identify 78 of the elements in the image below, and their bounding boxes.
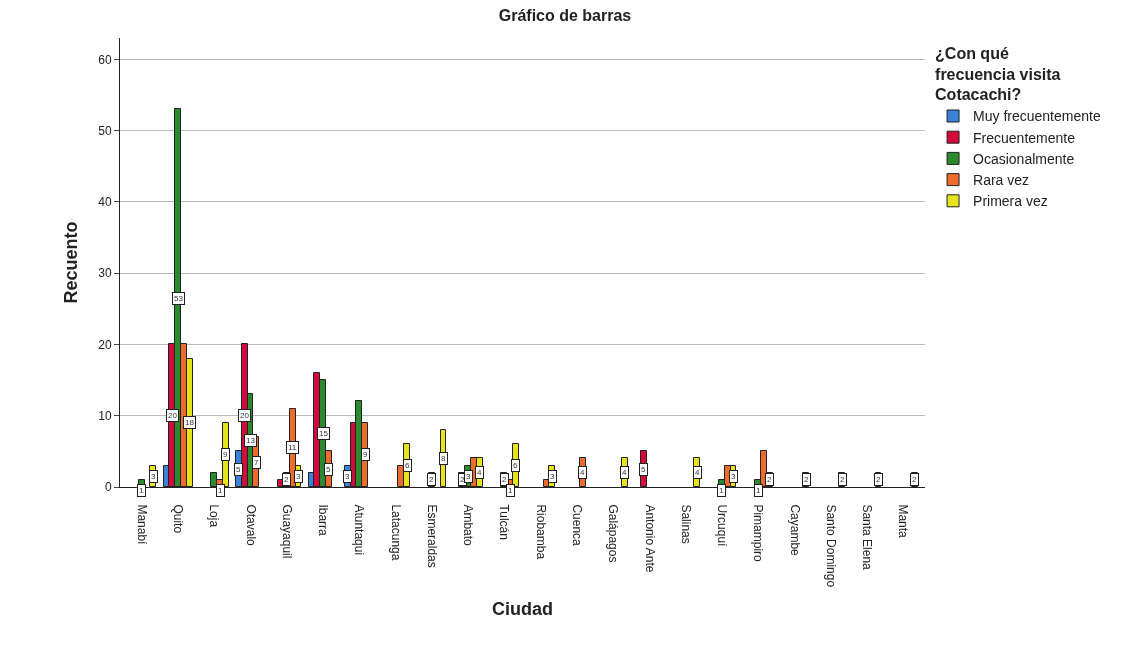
data-label: 2 <box>429 475 434 484</box>
y-tick-label: 40 <box>98 195 112 210</box>
x-tick-label: Santo Domingo <box>823 504 838 588</box>
legend-label: Ocasionalmente <box>973 150 1075 167</box>
data-label: 20 <box>168 411 178 420</box>
x-tick-label: Riobamba <box>533 504 548 560</box>
y-tick-label: 20 <box>98 337 112 352</box>
x-tick-label: Galápagos <box>606 504 621 563</box>
y-tick-label: 0 <box>104 480 112 495</box>
x-tick-label: Atuntaqui <box>352 504 367 556</box>
data-label: 5 <box>326 465 331 474</box>
x-tick-label: Urcuquí <box>715 504 730 548</box>
data-label: 2 <box>912 475 917 484</box>
x-tick-label: Manta <box>896 504 911 539</box>
x-tick-label: Salinas <box>678 504 693 544</box>
data-label: 11 <box>288 443 297 452</box>
data-label: 1 <box>719 486 724 495</box>
data-label: 6 <box>405 461 410 470</box>
data-label: 5 <box>236 465 241 474</box>
y-tick-label: 10 <box>98 408 112 423</box>
x-tick-label: Ambato <box>461 504 476 547</box>
data-label: 1 <box>218 486 223 495</box>
data-label: 18 <box>185 418 195 427</box>
data-label: 2 <box>840 475 845 484</box>
data-label: 4 <box>580 468 585 477</box>
x-tick-label: Cuenca <box>569 504 584 547</box>
y-tick-label: 50 <box>98 123 112 138</box>
data-label: 20 <box>240 411 250 420</box>
data-label: 2 <box>502 475 507 484</box>
data-label: 9 <box>363 450 368 459</box>
data-label: 6 <box>513 461 518 470</box>
x-tick-label: Quito <box>171 504 186 534</box>
y-axis-title: Recuento <box>61 221 82 304</box>
data-label: 53 <box>174 294 184 303</box>
data-label: 13 <box>246 436 256 445</box>
chart-title: Gráfico de barras <box>498 6 632 24</box>
data-label: 2 <box>284 475 289 484</box>
x-tick-label: Latacunga <box>388 504 403 561</box>
y-tick-label: 30 <box>98 266 112 281</box>
x-axis-title: Ciudad <box>492 598 553 619</box>
data-label: 4 <box>477 468 482 477</box>
data-label: 1 <box>139 486 144 495</box>
data-label: 9 <box>223 450 228 459</box>
x-tick-label: Tulcán <box>497 504 512 540</box>
data-label: 3 <box>296 472 301 481</box>
data-label: 3 <box>466 472 471 481</box>
data-label: 3 <box>345 472 350 481</box>
data-label: 15 <box>319 429 329 438</box>
data-label: 7 <box>254 458 259 467</box>
data-label: 5 <box>641 465 646 474</box>
data-label: 3 <box>731 472 736 481</box>
legend-label: Muy frecuentemente <box>973 108 1101 125</box>
x-tick-label: Esmeraldas <box>424 504 439 568</box>
data-label: 1 <box>756 486 761 495</box>
data-label: 2 <box>767 475 772 484</box>
x-tick-label: Pimampiro <box>751 504 766 563</box>
x-tick-label: Ibarra <box>316 504 331 537</box>
data-label: 2 <box>460 475 465 484</box>
x-tick-label: Loja <box>207 504 222 528</box>
x-tick-label: Manabí <box>134 504 149 546</box>
data-label: 2 <box>876 475 881 484</box>
data-label: 2 <box>804 475 809 484</box>
x-tick-label: Guayaquil <box>279 504 294 559</box>
data-label: 4 <box>695 468 700 477</box>
x-tick-label: Antonio Ante <box>642 504 657 573</box>
legend-label: Frecuentemente <box>973 129 1076 146</box>
data-label: 4 <box>622 468 627 477</box>
y-tick-label: 60 <box>98 52 112 67</box>
data-label: 3 <box>550 472 555 481</box>
legend-title: ¿Con qué frecuencia visita Cotacachi? <box>935 44 1061 104</box>
x-tick-label: Otavalo <box>243 504 258 547</box>
legend-label: Primera vez <box>973 193 1048 210</box>
x-tick-label: Santa Elena <box>860 504 875 571</box>
data-label: 1 <box>508 486 513 495</box>
legend-label: Rara vez <box>973 172 1030 189</box>
data-label: 3 <box>151 472 156 481</box>
data-label: 8 <box>441 454 446 463</box>
x-tick-label: Cayambe <box>787 504 802 557</box>
